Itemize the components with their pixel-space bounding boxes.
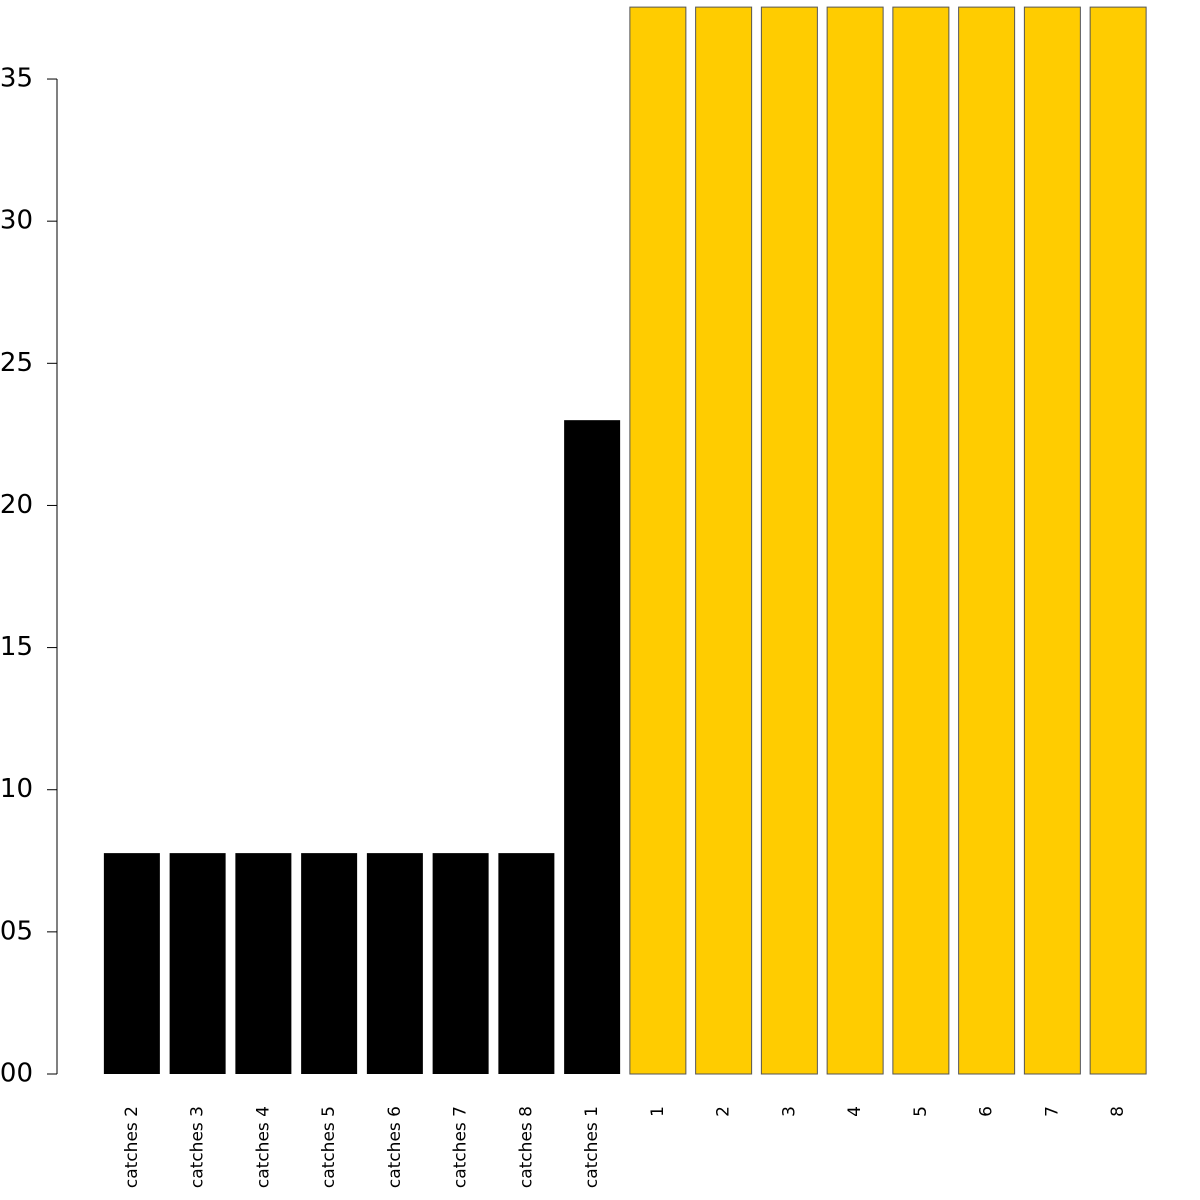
x-tick-label: catches 8 [516,1106,536,1188]
x-tick-label: 7 [1042,1106,1062,1117]
y-tick-label: 15 [0,632,33,662]
bar [366,853,423,1074]
bar [432,853,489,1074]
x-tick-label: catches 7 [451,1106,471,1188]
y-tick-label: 35 [0,64,33,94]
y-tick-label: 25 [0,348,33,378]
bar [1089,6,1147,1075]
bar [301,853,358,1074]
y-tick-label: 00 [0,1059,33,1089]
y-tick-label: 20 [0,490,33,520]
x-tick-label: catches 4 [253,1106,273,1188]
x-tick-label: catches 6 [385,1106,405,1188]
x-tick-label: catches 3 [188,1106,208,1188]
bar [103,853,160,1074]
y-tick-label: 30 [0,206,33,236]
x-tick-label: 8 [1108,1106,1128,1117]
bar [235,853,292,1074]
x-tick-label: 3 [779,1106,799,1117]
bar [629,6,687,1075]
bar [1023,6,1081,1075]
bar [892,6,950,1075]
y-tick-label: 05 [0,916,33,946]
x-tick-label: catches 5 [319,1106,339,1188]
bar [958,6,1016,1075]
bar [826,6,884,1075]
x-tick-label: 2 [714,1106,734,1117]
bar [695,6,753,1075]
bar [169,853,226,1074]
x-tick-label: 5 [911,1106,931,1117]
x-tick-label: 6 [977,1106,997,1117]
x-tick-label: catches 2 [122,1106,142,1188]
bar [498,853,555,1074]
y-tick-label: 10 [0,774,33,804]
x-tick-label: 1 [648,1106,668,1117]
bar [564,420,621,1074]
bar [760,6,818,1075]
x-tick-label: catches 1 [582,1106,602,1188]
x-tick-label: 4 [845,1106,865,1117]
